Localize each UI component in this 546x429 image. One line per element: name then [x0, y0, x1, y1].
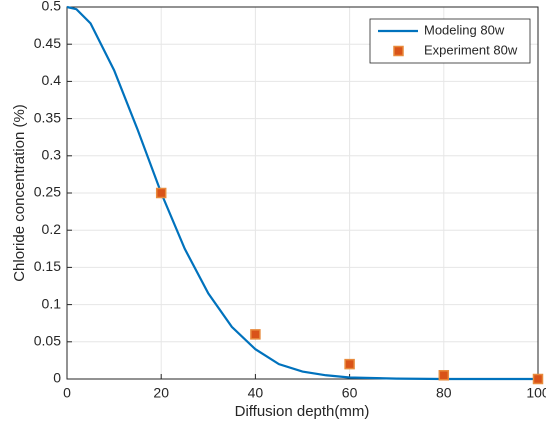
marker [344, 358, 355, 370]
y-tick-label: 0.1 [42, 295, 62, 311]
y-tick-label: 0.25 [34, 184, 61, 200]
marker [250, 329, 261, 340]
legend-marker [393, 45, 404, 57]
y-tick-label: 0.15 [34, 258, 61, 274]
y-tick-label: 0 [53, 370, 61, 386]
y-tick-label: 0.05 [34, 333, 61, 349]
x-tick-label: 60 [342, 385, 358, 401]
y-axis-label: Chloride concentration (%) [11, 104, 28, 282]
y-tick-label: 0.35 [34, 109, 61, 125]
y-tick-label: 0.2 [42, 221, 62, 237]
line [66, 5, 538, 381]
legend-label: Experiment 80w [424, 42, 518, 57]
x-tick-label: 40 [248, 385, 264, 401]
y-tick-label: 0.5 [42, 0, 62, 14]
marker [438, 370, 450, 381]
marker [532, 373, 544, 385]
marker [155, 187, 167, 199]
x-tick-label: 100 [526, 385, 546, 401]
x-tick-label: 0 [63, 385, 71, 401]
x-tick-label: 80 [436, 385, 452, 401]
y-tick-label: 0.45 [34, 35, 61, 51]
x-tick-label: 20 [153, 385, 169, 401]
legend-label: Modeling 80w [424, 22, 505, 37]
y-tick-label: 0.4 [42, 72, 62, 88]
axes-box [66, 6, 539, 380]
y-tick-label: 0.3 [42, 147, 62, 163]
x-axis-label: Diffusion depth(mm) [235, 403, 370, 420]
